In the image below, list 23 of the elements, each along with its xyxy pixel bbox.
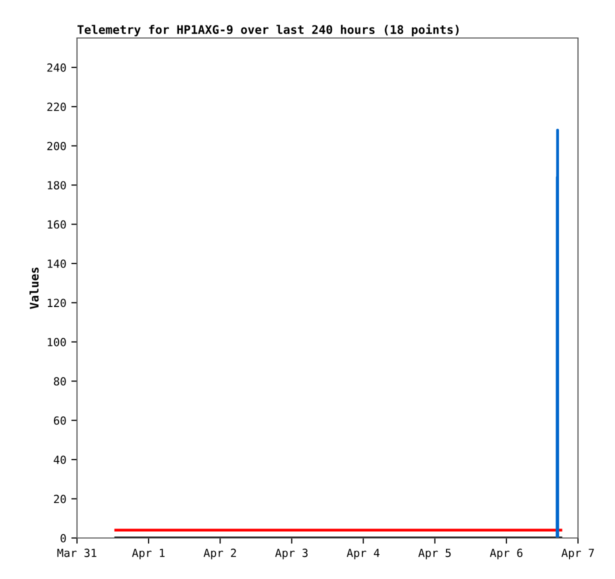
- chart-title: Telemetry for HP1AXG-9 over last 240 hours (18 points): [78, 24, 459, 36]
- x-tick-label: Apr 1: [132, 548, 165, 560]
- y-tick-label: 40: [54, 456, 66, 464]
- x-tick-label: Apr 4: [346, 548, 380, 560]
- y-tick-label: 80: [54, 377, 66, 386]
- x-tick-label: Apr 3: [275, 548, 308, 560]
- y-tick-label: 220: [47, 102, 66, 112]
- x-tick-label: Apr 2: [204, 548, 236, 560]
- x-tick-label: Apr 6: [490, 548, 522, 560]
- y-tick-label: 160: [48, 220, 66, 229]
- y-tick-label: 20: [54, 494, 66, 504]
- y-tick-label: 240: [47, 63, 66, 72]
- x-tick-label: Apr 7: [561, 548, 594, 560]
- y-axis-title: Values: [30, 268, 39, 309]
- y-tick-label: 0: [60, 534, 66, 542]
- y-tick-label: 120: [48, 298, 66, 308]
- y-tick-label: 60: [54, 416, 66, 425]
- x-tick-label: Apr 5: [418, 548, 451, 560]
- y-tick-label: 140: [48, 259, 66, 268]
- y-tick-label: 200: [47, 142, 66, 150]
- x-tick-label: Mar 31: [57, 548, 96, 558]
- y-tick-label: 180: [48, 181, 66, 190]
- y-tick-label: 100: [48, 338, 66, 346]
